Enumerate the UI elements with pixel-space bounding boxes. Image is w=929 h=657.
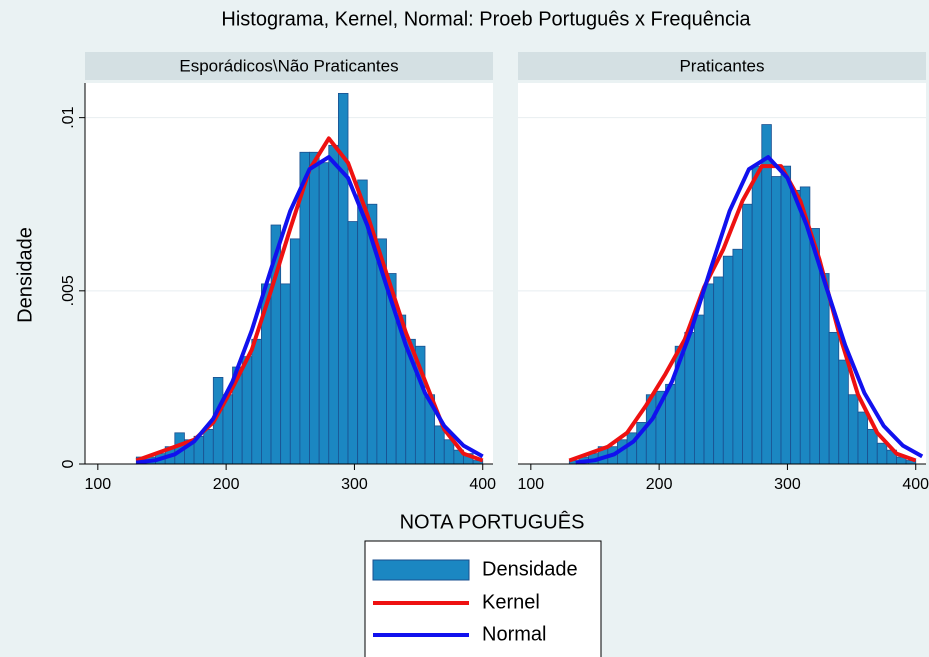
histogram-bar	[732, 248, 743, 465]
y-tick-label: .01	[60, 106, 77, 128]
x-tick-label: 300	[774, 476, 801, 493]
histogram-bar	[819, 273, 830, 465]
x-tick-label: 300	[341, 476, 368, 493]
histogram-bar	[828, 331, 840, 465]
histogram-bar	[328, 144, 339, 465]
legend-label: Kernel	[482, 591, 540, 613]
panel-header	[85, 52, 493, 80]
histogram-bar	[838, 359, 849, 465]
histogram-bar	[790, 189, 801, 465]
legend-swatch	[372, 559, 470, 581]
chart-title: Histograma, Kernel, Normal: Proeb Portug…	[221, 8, 751, 30]
histogram-bar	[780, 165, 792, 465]
legend-label: Densidade	[482, 558, 578, 580]
histogram-bar	[703, 283, 715, 465]
histogram-bar	[443, 439, 455, 465]
histogram-bar	[337, 92, 349, 465]
histogram-bar	[684, 331, 695, 465]
histogram-bar	[289, 238, 301, 465]
panel-title: Praticantes	[679, 56, 764, 75]
histogram-bar	[867, 428, 878, 465]
histogram-bar	[761, 124, 772, 465]
histogram-bar	[770, 176, 782, 465]
y-tick-label: 0	[60, 459, 77, 468]
normal-line	[136, 155, 484, 465]
histogram-bar	[694, 314, 705, 465]
x-tick-label: 400	[902, 476, 929, 493]
y-tick-label: .005	[60, 275, 77, 306]
kernel-line	[568, 164, 917, 463]
histogram-bar	[665, 383, 676, 465]
histogram-bar	[722, 255, 734, 465]
x-axis-label: NOTA PORTUGUÊS	[400, 510, 585, 533]
x-tick-label: 200	[646, 476, 673, 493]
histogram-bar	[857, 411, 869, 465]
histogram-bar	[713, 276, 724, 465]
histogram-bar	[309, 151, 320, 465]
histogram-bar	[280, 283, 291, 465]
histogram-bar	[751, 165, 763, 465]
x-tick-label: 100	[517, 476, 544, 493]
legend-label: Normal	[482, 623, 546, 645]
panel-header	[518, 52, 926, 80]
histogram-bar	[347, 221, 359, 465]
panel-title: Esporádicos\Não Praticantes	[179, 56, 398, 75]
y-axis-label: Densidade	[14, 227, 36, 323]
histogram-bar	[318, 162, 330, 465]
histogram-bar	[241, 356, 253, 465]
histogram-bar	[203, 428, 214, 465]
histogram-bar	[742, 203, 753, 465]
histogram-bar	[434, 425, 445, 465]
normal-line	[575, 155, 924, 465]
x-tick-label: 100	[84, 476, 111, 493]
histogram-bar	[876, 442, 888, 465]
x-tick-label: 400	[469, 476, 496, 493]
histogram-bar	[847, 394, 859, 465]
x-tick-label: 200	[213, 476, 240, 493]
histogram-bar	[251, 338, 262, 465]
